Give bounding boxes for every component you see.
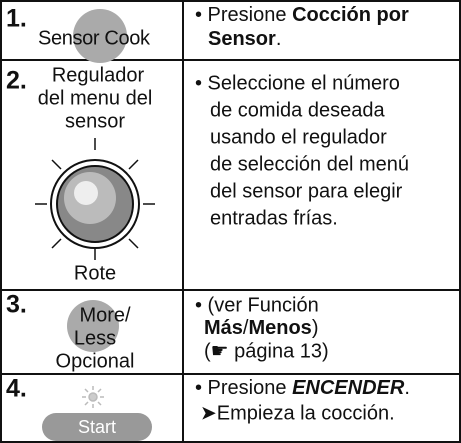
- bold-text: ENCENDER: [292, 377, 405, 399]
- label-line: Regulador: [52, 64, 145, 86]
- start-button: [42, 413, 152, 441]
- instruction-line: entradas frías.: [210, 207, 338, 229]
- text: ): [312, 317, 319, 339]
- button-label: Sensor Cook: [38, 27, 151, 49]
- instruction-line: • Seleccione el número: [195, 72, 400, 94]
- bold-text: Más: [204, 317, 243, 339]
- text: .: [276, 28, 282, 50]
- instruction-line: Sensor.: [208, 28, 281, 50]
- step-number: 1.: [6, 5, 27, 33]
- instruction-line: del sensor para elegir: [210, 180, 403, 202]
- sun-icon: [82, 386, 104, 408]
- step-number: 4.: [6, 375, 27, 403]
- button-label: Less: [74, 327, 116, 349]
- bold-text: Cocción por: [292, 4, 409, 26]
- text: /: [243, 317, 249, 339]
- instruction-line: Más/Menos): [204, 317, 318, 339]
- bold-text: Sensor: [208, 28, 276, 50]
- text: .: [404, 377, 410, 399]
- step-number: 3.: [6, 291, 27, 319]
- instruction-line: (☛ página 13): [204, 340, 329, 362]
- instruction-line: de selección del menú: [210, 153, 409, 175]
- label-line: sensor: [65, 110, 125, 132]
- label-line: Opcional: [56, 350, 135, 372]
- instruction-line: usando el regulador: [210, 126, 387, 148]
- label-line: Rote: [74, 262, 116, 284]
- instruction-line: • Presione Cocción por: [195, 4, 409, 26]
- button-label: More/: [79, 304, 131, 326]
- button-icon: [73, 9, 127, 63]
- bold-text: Menos: [248, 317, 311, 339]
- label-line: del menu del: [38, 87, 153, 109]
- instruction-line: de comida deseada: [210, 99, 385, 121]
- instruction-line: • (ver Función: [195, 294, 319, 316]
- button-icon: [67, 300, 119, 352]
- instruction-line: • Presione ENCENDER.: [195, 377, 410, 399]
- dial-icon: [35, 138, 155, 260]
- step-number: 2.: [6, 67, 27, 95]
- text: • Presione: [195, 4, 292, 26]
- instruction-line: ➤Empieza la cocción.: [200, 402, 395, 424]
- button-label: Start: [78, 417, 116, 437]
- text: • Presione: [195, 377, 292, 399]
